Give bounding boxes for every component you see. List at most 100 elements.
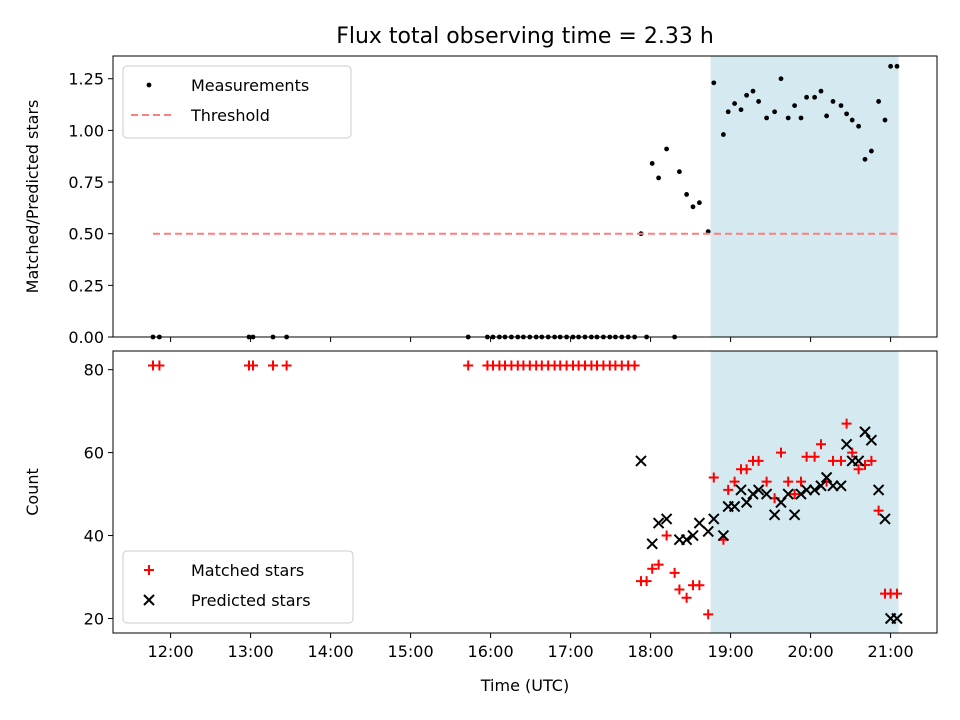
y-tick-label: 1.25 xyxy=(68,70,104,89)
data-point xyxy=(812,94,817,100)
y-tick-label: 0.50 xyxy=(68,225,104,244)
data-point xyxy=(674,584,685,595)
data-point xyxy=(888,63,893,69)
series-predicted-stars xyxy=(635,426,903,625)
data-point xyxy=(853,464,864,475)
data-point xyxy=(753,455,764,466)
data-point xyxy=(708,472,719,483)
data-point xyxy=(856,123,861,129)
data-point xyxy=(815,480,827,492)
data-point xyxy=(723,484,734,495)
data-point xyxy=(796,476,806,487)
data-point xyxy=(818,88,824,94)
data-point xyxy=(792,103,797,108)
data-point xyxy=(761,476,772,487)
data-point xyxy=(849,117,855,123)
data-point xyxy=(647,563,658,574)
data-point xyxy=(882,117,888,123)
data-point xyxy=(717,529,730,542)
legend-label: Measurements xyxy=(191,76,309,95)
data-point xyxy=(652,517,665,529)
series-matched-stars xyxy=(148,360,902,620)
axes-frame xyxy=(112,350,938,634)
legend-frame xyxy=(122,550,354,624)
data-point xyxy=(768,509,781,521)
data-point xyxy=(738,107,744,113)
data-point xyxy=(892,588,902,599)
y-tick-label: 40 xyxy=(84,527,104,546)
data-point xyxy=(859,426,871,438)
data-point xyxy=(844,111,849,117)
data-point xyxy=(824,113,829,119)
data-point xyxy=(463,360,474,371)
data-point xyxy=(681,592,692,603)
data-point xyxy=(808,484,821,496)
data-point xyxy=(703,609,714,620)
data-point xyxy=(783,476,794,487)
data-point xyxy=(804,94,809,100)
y-tick-label: 20 xyxy=(84,609,104,628)
legend-marker xyxy=(144,565,154,575)
x-tick-label: 18:00 xyxy=(628,642,674,661)
data-point xyxy=(649,161,655,166)
data-point xyxy=(268,360,278,371)
axes-frame xyxy=(112,55,938,338)
data-point xyxy=(788,509,801,521)
y-axis-label: Matched/Predicted stars xyxy=(23,100,42,294)
data-point xyxy=(830,99,836,104)
data-point xyxy=(760,488,773,500)
chart-title: Flux total observing time = 2.33 h xyxy=(336,24,714,49)
data-point xyxy=(756,99,761,104)
data-point xyxy=(747,488,759,500)
data-point xyxy=(750,88,756,94)
data-point xyxy=(281,360,292,371)
data-point xyxy=(664,146,669,152)
data-point xyxy=(635,455,647,467)
bottom-panel-counts: 12:00 13:00 14:00 15:00 16:00 17:00 18:00 19:00… xyxy=(23,350,938,695)
data-point xyxy=(869,148,874,154)
top-panel-ratio: 0.00 0.25 0.50 0.75 1.00 1.25 Matched/Predicte… xyxy=(23,55,938,347)
y-tick-label: 80 xyxy=(84,361,104,380)
x-tick-label: 16:00 xyxy=(468,642,514,661)
data-point xyxy=(732,101,737,106)
data-point xyxy=(847,447,858,458)
data-point xyxy=(248,360,258,371)
data-point xyxy=(641,576,652,587)
data-point xyxy=(711,80,717,86)
data-point xyxy=(744,92,749,98)
data-point xyxy=(876,99,881,104)
data-point xyxy=(680,533,693,546)
data-point xyxy=(778,76,784,82)
data-point xyxy=(891,612,903,625)
data-point xyxy=(872,484,885,496)
data-point xyxy=(836,455,846,466)
y-tick-label: 0.00 xyxy=(68,328,104,347)
data-point xyxy=(782,488,794,500)
data-point xyxy=(629,360,640,371)
observing-window-shade xyxy=(710,56,899,337)
data-point xyxy=(798,115,804,121)
data-point xyxy=(776,447,786,458)
data-point xyxy=(816,439,826,450)
legend-frame xyxy=(122,65,352,139)
data-point xyxy=(728,500,741,513)
data-point xyxy=(693,517,706,529)
y-tick-label: 60 xyxy=(84,444,104,463)
data-point xyxy=(852,455,865,467)
legend-marker xyxy=(143,594,155,606)
data-point xyxy=(835,480,847,492)
x-tick-label: 17:00 xyxy=(548,642,594,661)
data-point xyxy=(785,115,791,121)
y-tick-label: 0.75 xyxy=(68,173,104,192)
data-point xyxy=(879,513,891,525)
legend-marker xyxy=(146,82,152,88)
data-point xyxy=(669,567,680,578)
data-point xyxy=(764,115,769,121)
data-point xyxy=(795,488,807,500)
x-tick-label: 14:00 xyxy=(308,642,354,661)
x-tick-label: 20:00 xyxy=(788,642,834,661)
x-tick-label: 19:00 xyxy=(708,642,754,661)
data-point xyxy=(841,418,852,429)
data-point xyxy=(894,63,900,69)
data-point xyxy=(697,200,702,206)
